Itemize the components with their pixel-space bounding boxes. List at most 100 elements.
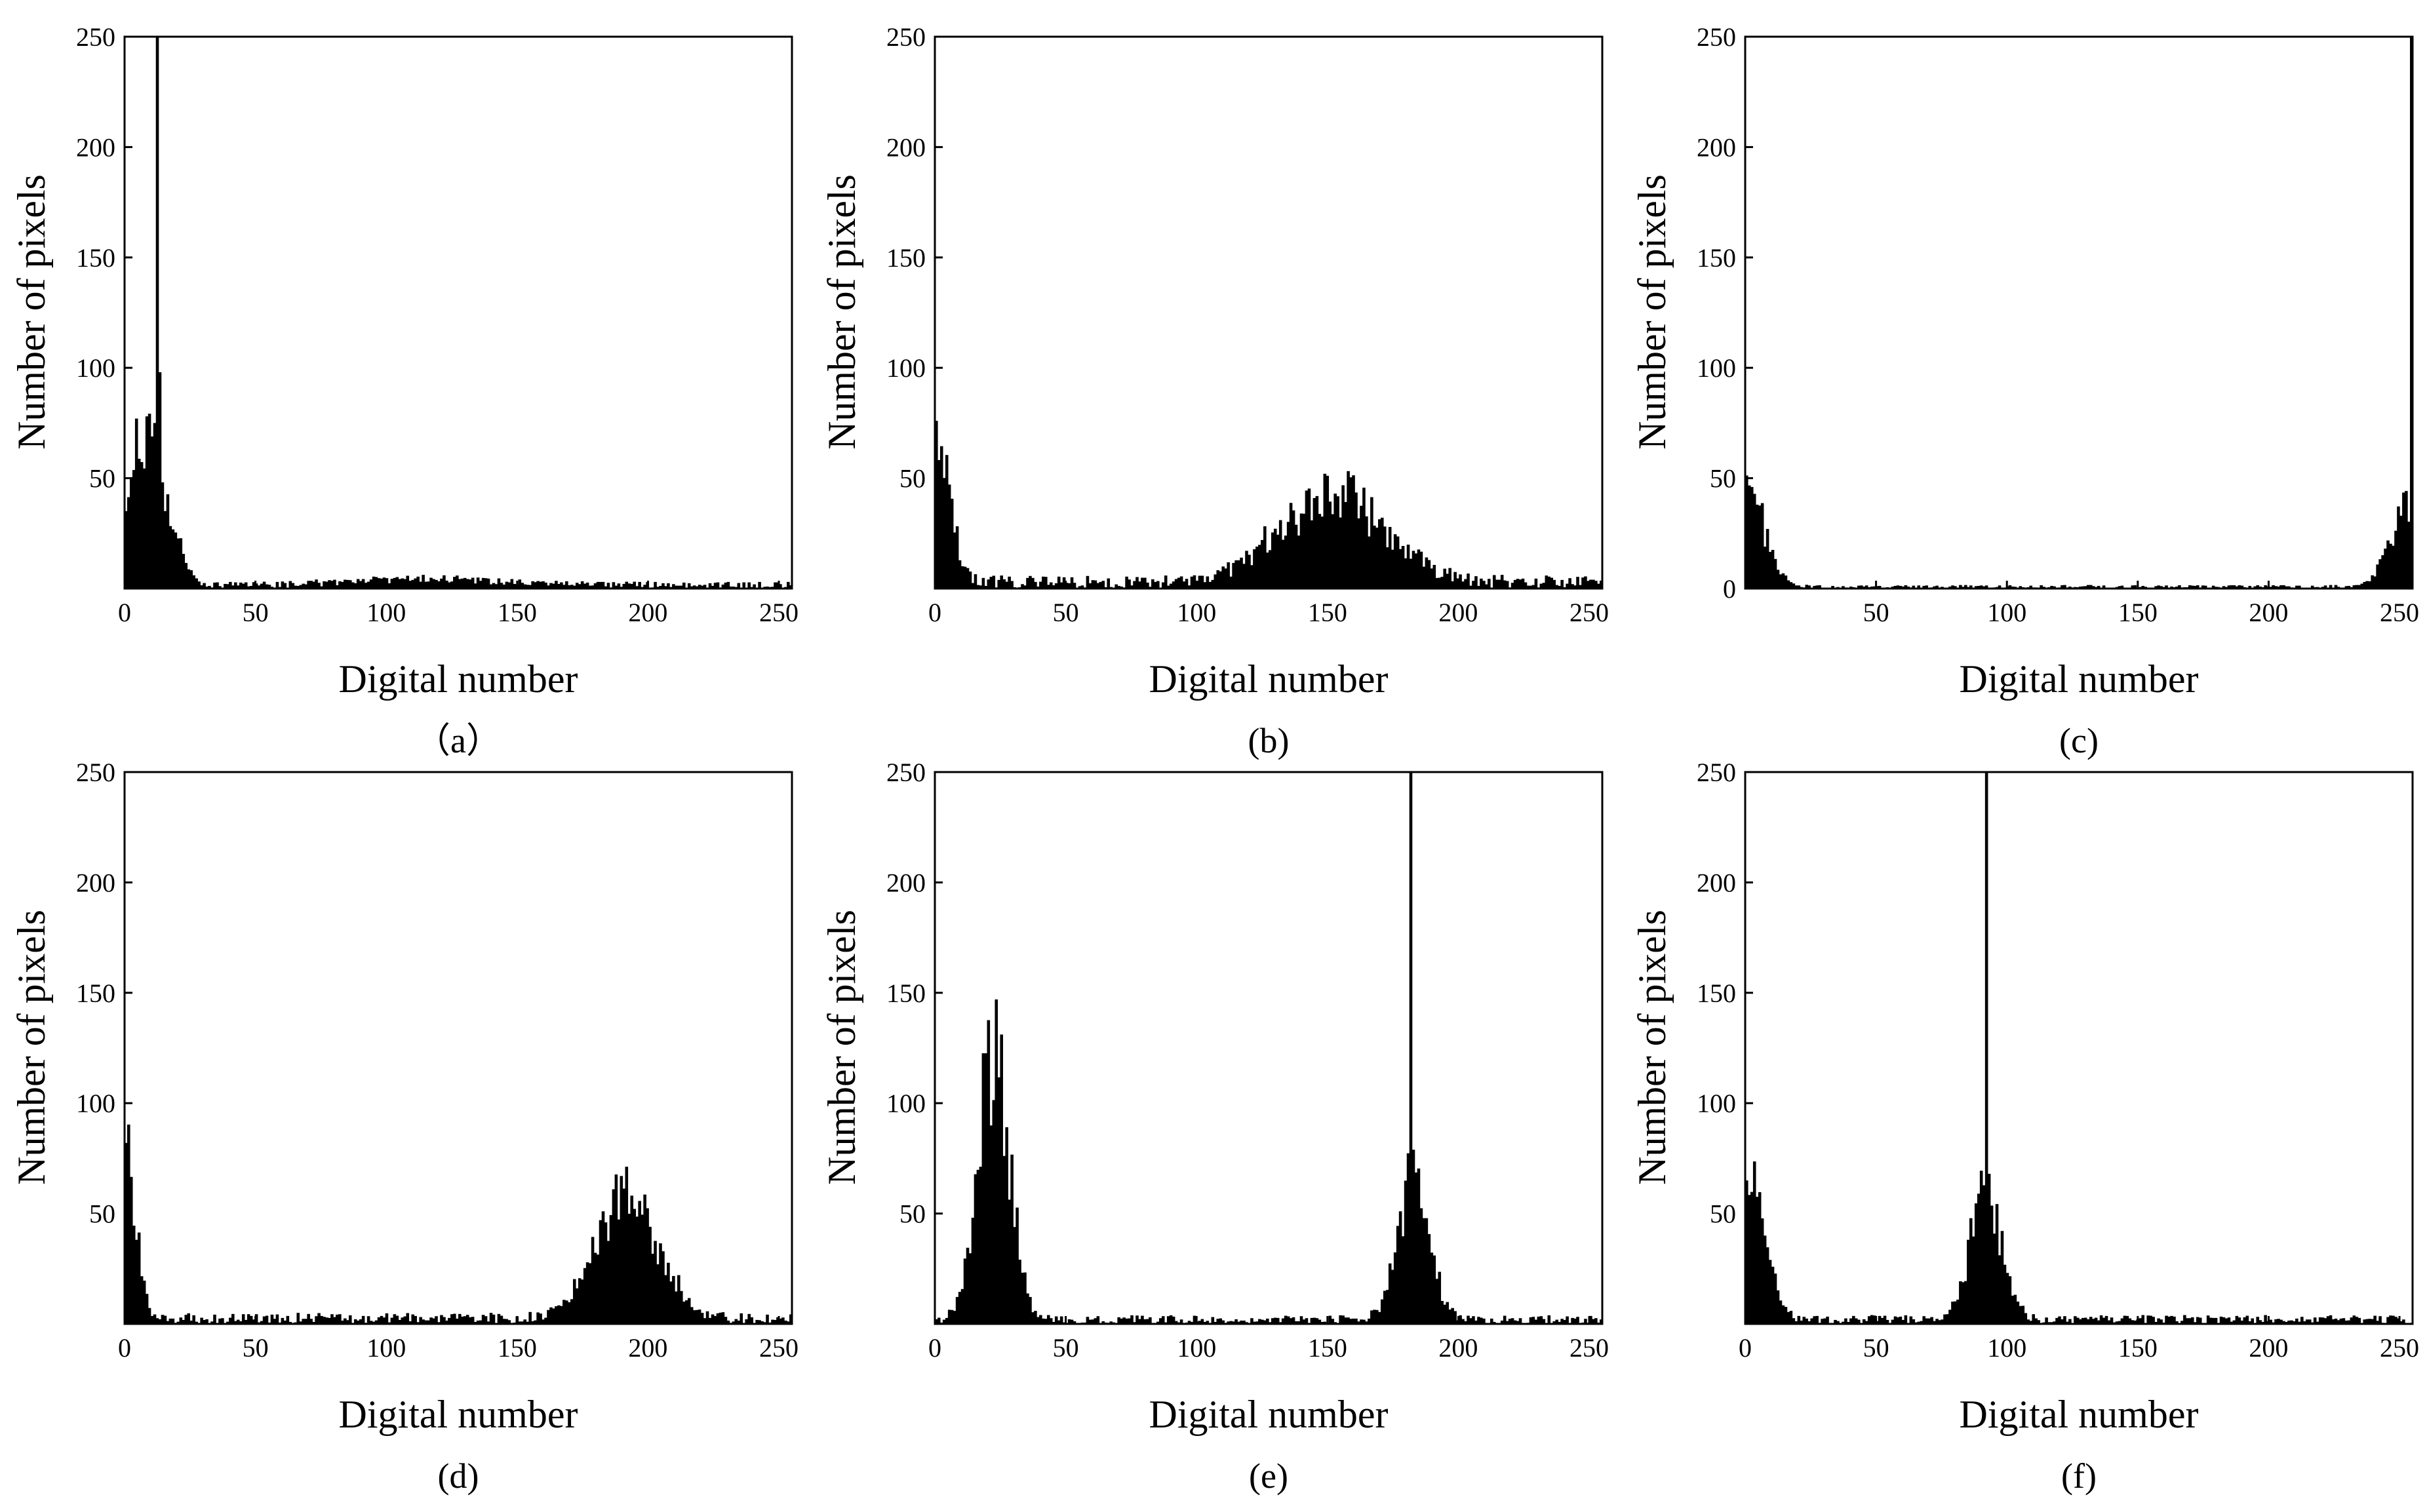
- y-tick-label: 100: [886, 1089, 926, 1118]
- histogram-bar: [1281, 539, 1285, 589]
- histogram-bar: [526, 585, 529, 589]
- histogram-bar: [286, 1315, 290, 1324]
- histogram-bar: [995, 999, 998, 1324]
- histogram-bar: [176, 538, 180, 589]
- x-tick-label: 250: [759, 598, 799, 627]
- histogram-bar: [502, 584, 506, 589]
- histogram-bar: [484, 578, 488, 589]
- histogram-bar: [2149, 1315, 2152, 1324]
- histogram-bar: [1518, 579, 1522, 589]
- histogram-bar: [1229, 1321, 1233, 1324]
- histogram-bar: [479, 1320, 483, 1324]
- histogram-bar: [1935, 585, 1939, 589]
- histogram-bar: [1107, 578, 1111, 589]
- histogram-bar: [708, 583, 712, 589]
- histogram-bar: [1200, 1319, 1204, 1324]
- histogram-bar: [627, 583, 631, 589]
- histogram-bar: [1600, 580, 1603, 589]
- histogram-bar: [1779, 574, 1783, 589]
- histogram-bar: [1467, 573, 1470, 589]
- x-tick-label: 50: [1863, 1333, 1889, 1363]
- histogram-bar: [1510, 1318, 1514, 1324]
- histogram-bar: [2019, 1306, 2022, 1324]
- histogram-bar: [570, 1299, 574, 1324]
- histogram-bar: [2008, 1276, 2012, 1324]
- histogram-bar: [1500, 575, 1504, 589]
- histogram-bar: [1036, 1317, 1040, 1324]
- histogram-bar: [1292, 1317, 1295, 1324]
- panel-label: (b): [1248, 721, 1290, 760]
- histogram-bar: [1461, 1319, 1465, 1324]
- histogram-bar: [2011, 1295, 2015, 1324]
- histogram-bar: [2083, 586, 2087, 589]
- histogram-bar: [781, 1317, 785, 1324]
- histogram-bar: [1497, 579, 1501, 589]
- histogram-bar: [288, 1321, 292, 1324]
- histogram-bar: [307, 581, 310, 589]
- histogram-bar: [950, 498, 954, 589]
- histogram-bar: [440, 578, 443, 589]
- histogram-bar: [2196, 585, 2200, 589]
- histogram-bar: [2376, 564, 2379, 589]
- histogram-bar: [2240, 585, 2244, 589]
- histogram-bar: [555, 581, 558, 589]
- histogram-bar: [281, 1317, 285, 1324]
- histogram-bar: [2227, 585, 2231, 589]
- histogram-bar: [1878, 1315, 1882, 1324]
- histogram-bar: [1781, 573, 1785, 589]
- histogram-bar: [753, 584, 756, 589]
- histogram-bar: [1224, 568, 1227, 589]
- histogram-bar: [2068, 586, 2072, 589]
- histogram-bar: [1773, 1273, 1777, 1324]
- histogram-bar: [197, 581, 201, 589]
- histogram-bar: [2211, 1317, 2215, 1324]
- histogram-bar: [465, 1315, 469, 1324]
- histogram-bar: [1117, 585, 1120, 589]
- histogram-bar: [1286, 522, 1290, 589]
- histogram-bar: [1302, 1319, 1306, 1324]
- histogram-bar: [1857, 1319, 1861, 1324]
- histogram-bar: [234, 582, 237, 589]
- histogram-bar: [513, 583, 517, 589]
- histogram-bar: [979, 585, 983, 589]
- histogram-panel-b: 0 50 100 150 200 250 50 100 150 200 250 Digital num…: [820, 22, 1609, 760]
- x-tick-label: 150: [498, 1333, 537, 1363]
- histogram-bar: [309, 581, 313, 589]
- histogram-bar: [526, 1321, 529, 1324]
- histogram-bar: [1010, 581, 1014, 589]
- histogram-bar: [1347, 1317, 1350, 1324]
- histogram-bar: [187, 1313, 191, 1324]
- histogram-bar: [667, 1262, 670, 1324]
- histogram-bar: [2099, 1315, 2103, 1324]
- histogram-bar: [593, 1252, 597, 1324]
- histogram-bar: [1070, 1319, 1074, 1324]
- histogram-bar: [247, 1314, 250, 1324]
- histogram-bar: [1320, 516, 1324, 589]
- histogram-bar: [1352, 1318, 1355, 1324]
- histogram-bar: [312, 581, 315, 589]
- histogram-bar: [557, 1305, 561, 1324]
- histogram-bar: [633, 581, 637, 589]
- histogram-bar: [583, 583, 587, 589]
- histogram-bar: [750, 1317, 753, 1324]
- histogram-bar: [1776, 1290, 1780, 1324]
- histogram-bar: [1172, 1316, 1175, 1324]
- histogram-bar: [1000, 575, 1003, 589]
- histogram-bar: [2005, 1273, 2009, 1324]
- histogram-bar: [353, 583, 357, 589]
- histogram-bar: [1776, 570, 1780, 589]
- histogram-bar: [2118, 1321, 2121, 1324]
- histogram-bar: [291, 583, 295, 589]
- histogram-bar: [1789, 582, 1793, 589]
- histogram-bar: [1979, 585, 1983, 589]
- histogram-bar: [344, 579, 347, 589]
- histogram-bar: [1214, 1321, 1217, 1324]
- y-tick-label: 150: [1697, 979, 1736, 1008]
- histogram-bar: [1427, 1233, 1431, 1324]
- histogram-bar: [1203, 1321, 1207, 1324]
- histogram-bar: [2167, 1316, 2171, 1324]
- histogram-bar: [1049, 582, 1053, 589]
- histogram-bar: [1404, 1180, 1408, 1324]
- histogram-bar: [776, 582, 779, 589]
- histogram-bar: [1393, 534, 1397, 589]
